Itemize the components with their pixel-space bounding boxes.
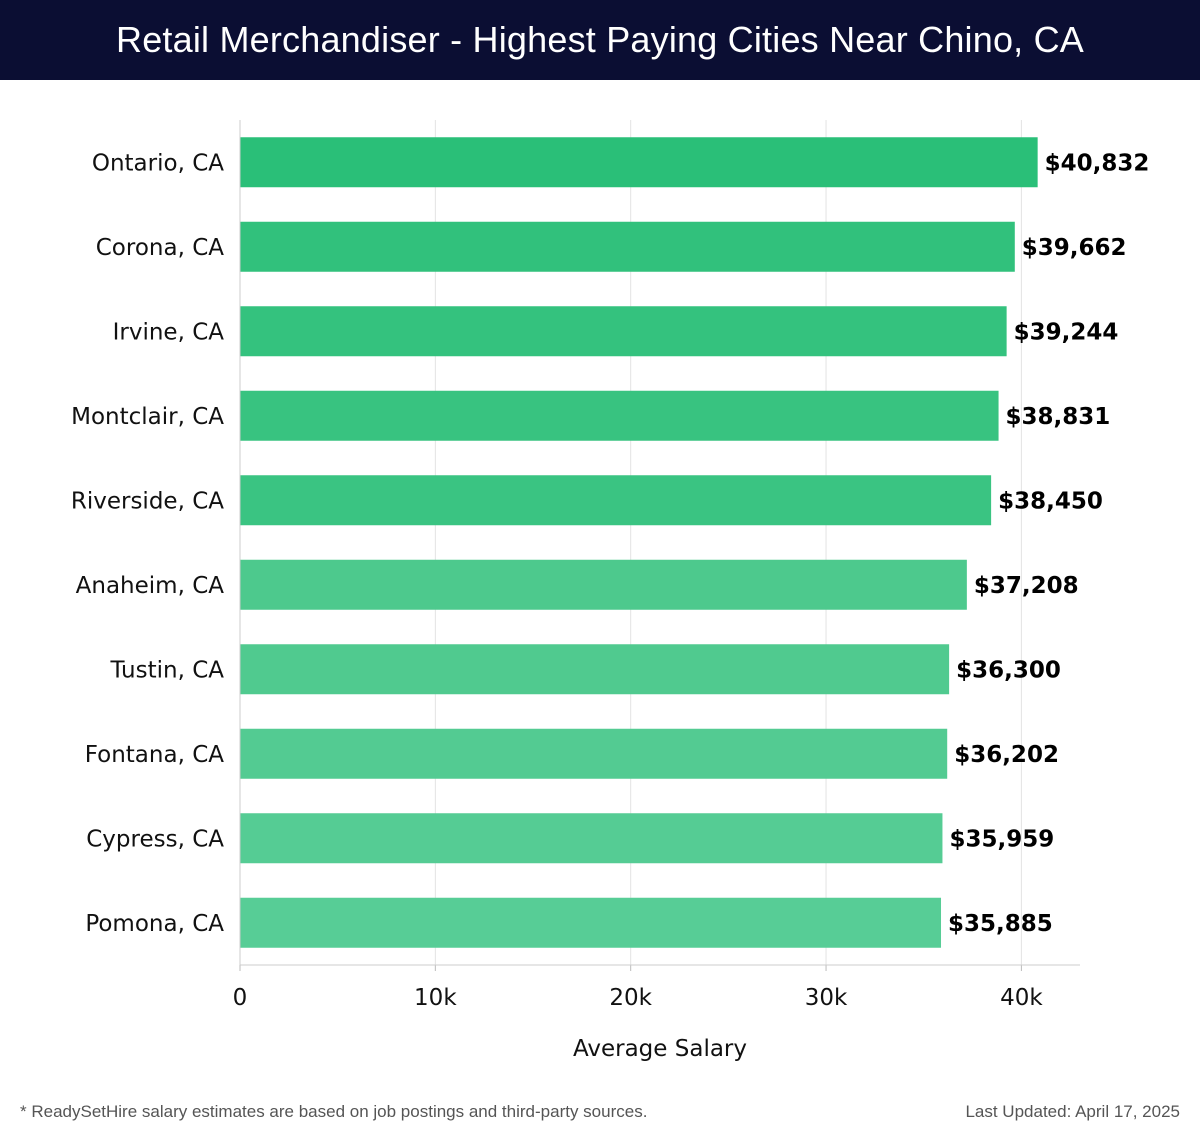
axes: 0 10k 20k 30k 40k Ontario, CA $40,832 Corona, C… [71,120,1150,1011]
category-label: Tustin, CA [109,657,224,683]
x-tick-label: 30k [805,985,848,1011]
category-label: Fontana, CA [85,742,225,768]
value-label: $35,959 [949,826,1054,852]
x-tick-label: 0 [233,985,248,1011]
bar [240,728,948,779]
bar [240,137,1038,188]
x-tick-label: 20k [609,985,652,1011]
value-label: $38,450 [998,488,1103,514]
value-label: $40,832 [1045,150,1150,176]
footer-note: * ReadySetHire salary estimates are base… [20,1102,648,1121]
bar [240,306,1007,357]
category-label: Montclair, CA [71,404,224,430]
bar [240,813,943,864]
category-label: Corona, CA [96,235,225,261]
bar [240,390,999,441]
category-label: Riverside, CA [71,488,224,514]
bar [240,221,1015,272]
value-label: $39,662 [1022,235,1127,261]
value-label: $38,831 [1006,404,1111,430]
bars [240,137,1038,948]
bar [240,897,942,948]
x-tick-label: 40k [1000,985,1043,1011]
value-label: $39,244 [1014,319,1119,345]
category-label: Anaheim, CA [76,573,225,599]
category-label: Cypress, CA [86,826,224,852]
last-updated: Last Updated: April 17, 2025 [965,1102,1180,1121]
value-label: $36,300 [956,657,1061,683]
x-axis-label: Average Salary [573,1036,747,1062]
value-label: $36,202 [954,742,1059,768]
bar-chart: 0 10k 20k 30k 40k Ontario, CA $40,832 Corona, C… [71,120,1150,1062]
title-bar: Retail Merchandiser - Highest Paying Cit… [0,0,1200,80]
footer: * ReadySetHire salary estimates are base… [0,1098,1200,1128]
bar [240,559,967,610]
bar [240,644,950,695]
category-label: Ontario, CA [92,150,224,176]
x-tick-label: 10k [414,985,457,1011]
value-label: $35,885 [948,911,1053,937]
category-label: Irvine, CA [113,319,225,345]
bar [240,475,992,526]
value-label: $37,208 [974,573,1079,599]
page-title: Retail Merchandiser - Highest Paying Cit… [116,19,1084,60]
category-label: Pomona, CA [85,911,224,937]
